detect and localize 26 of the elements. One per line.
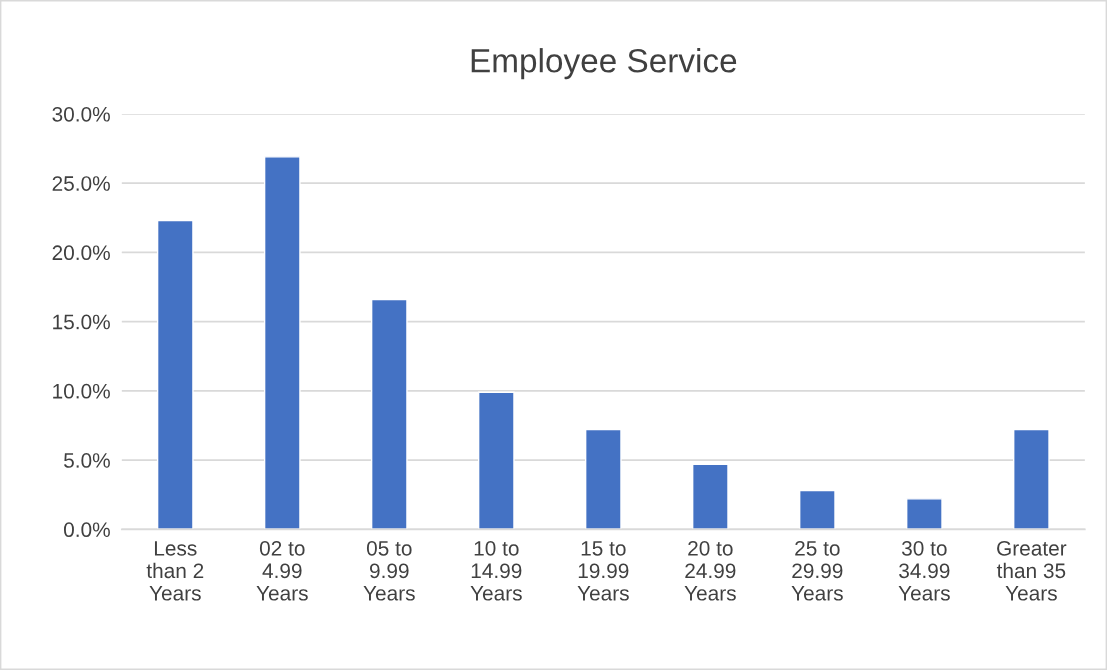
x-tick-label: 02 to 4.99 Years bbox=[256, 540, 308, 601]
bar bbox=[691, 463, 729, 530]
y-tick-label: 25.0% bbox=[52, 176, 110, 191]
bar bbox=[477, 391, 515, 530]
y-tick-label: 30.0% bbox=[52, 106, 110, 122]
x-tick-label: Greater than 35 Years bbox=[996, 540, 1067, 601]
y-tick-label: 20.0% bbox=[52, 245, 110, 261]
y-tick-label: 0.0% bbox=[63, 522, 110, 538]
chart-title: Employee Service bbox=[471, 48, 737, 80]
bar bbox=[905, 498, 943, 530]
bar bbox=[370, 298, 408, 530]
bar bbox=[263, 156, 301, 530]
bar bbox=[1013, 428, 1050, 530]
bar bbox=[584, 428, 622, 530]
bar bbox=[156, 219, 194, 530]
x-tick-label: Less than 2 Years bbox=[146, 541, 204, 601]
x-tick-label: 05 to 9.99 Years bbox=[363, 540, 415, 601]
x-tick-label: 10 to 14.99 Years bbox=[470, 540, 522, 601]
x-tick-label: 20 to 24.99 Years bbox=[684, 540, 736, 601]
y-tick-label: 10.0% bbox=[53, 383, 110, 399]
bar bbox=[798, 489, 836, 530]
y-tick-label: 5.0% bbox=[64, 453, 110, 468]
y-tick-label: 15.0% bbox=[53, 314, 110, 330]
x-tick-label: 30 to 34.99 Years bbox=[898, 540, 950, 601]
x-tick-label: 25 to 29.99 Years bbox=[791, 540, 843, 601]
x-tick-label: 15 to 19.99 Years bbox=[577, 541, 629, 601]
